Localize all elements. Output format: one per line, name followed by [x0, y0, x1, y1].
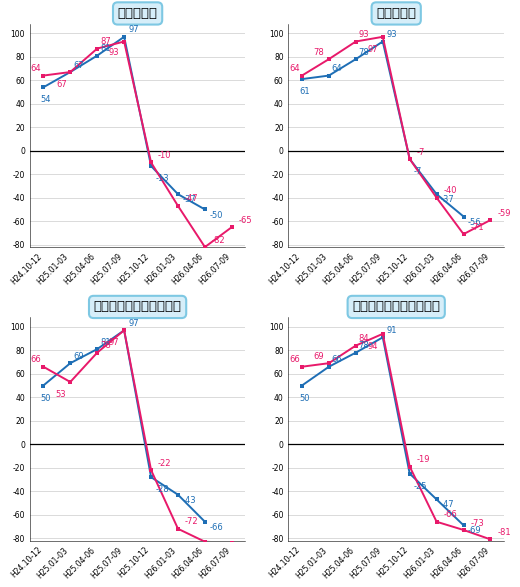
Text: 97: 97 — [109, 338, 120, 348]
Text: -19: -19 — [417, 455, 430, 464]
Text: 78: 78 — [359, 341, 369, 350]
Text: 91: 91 — [387, 326, 397, 335]
Text: 64: 64 — [31, 64, 42, 73]
Text: 78: 78 — [100, 341, 111, 350]
Text: -22: -22 — [158, 458, 172, 468]
Text: 67: 67 — [73, 60, 84, 70]
Text: -66: -66 — [209, 523, 223, 532]
Text: -82: -82 — [212, 235, 226, 245]
Text: -37: -37 — [182, 195, 196, 204]
Text: -47: -47 — [441, 501, 454, 510]
Text: -7: -7 — [414, 167, 422, 176]
Text: 50: 50 — [41, 393, 51, 403]
Text: 78: 78 — [359, 48, 369, 57]
Text: -65: -65 — [239, 215, 252, 225]
Text: 67: 67 — [56, 80, 67, 89]
Text: 94: 94 — [368, 342, 378, 351]
Text: -83: -83 — [0, 586, 1, 587]
Text: 78: 78 — [314, 48, 324, 57]
Text: 97: 97 — [128, 25, 139, 35]
Text: 66: 66 — [332, 355, 342, 365]
Text: -37: -37 — [441, 195, 454, 204]
Text: 50: 50 — [299, 393, 310, 403]
Text: -84: -84 — [0, 586, 1, 587]
Text: 93: 93 — [109, 48, 120, 57]
Text: -71: -71 — [471, 222, 484, 232]
Text: -69: -69 — [467, 527, 482, 535]
Text: 97: 97 — [128, 319, 139, 328]
Text: 81: 81 — [100, 338, 111, 347]
Title: 総受注金額: 総受注金額 — [376, 7, 416, 20]
Title: 戸建て注文住宅受注金額: 戸建て注文住宅受注金額 — [352, 301, 440, 313]
Text: -7: -7 — [417, 147, 425, 157]
Text: -72: -72 — [185, 517, 199, 527]
Text: 64: 64 — [290, 64, 300, 73]
Text: 69: 69 — [73, 352, 84, 361]
Text: -47: -47 — [185, 194, 199, 204]
Text: -81: -81 — [498, 528, 511, 537]
Text: -13: -13 — [155, 174, 169, 183]
Text: 53: 53 — [55, 390, 66, 399]
Text: 93: 93 — [387, 30, 397, 39]
Text: 64: 64 — [332, 64, 342, 73]
Text: -66: -66 — [444, 510, 457, 519]
Text: 87: 87 — [100, 37, 111, 46]
Text: -56: -56 — [467, 218, 482, 227]
Text: -25: -25 — [414, 481, 427, 491]
Text: -73: -73 — [471, 518, 484, 528]
Title: 戸建て注文住宅受注戸数: 戸建て注文住宅受注戸数 — [94, 301, 181, 313]
Text: 84: 84 — [359, 334, 369, 343]
Text: 66: 66 — [290, 355, 300, 365]
Text: -10: -10 — [158, 151, 172, 160]
Text: 66: 66 — [31, 355, 42, 365]
Text: 93: 93 — [359, 30, 369, 39]
Text: -50: -50 — [209, 211, 223, 220]
Text: 69: 69 — [314, 352, 324, 361]
Text: 61: 61 — [299, 87, 310, 96]
Text: -43: -43 — [182, 496, 196, 505]
Text: 97: 97 — [368, 45, 378, 54]
Text: -59: -59 — [498, 208, 511, 218]
Title: 総受注戸数: 総受注戸数 — [118, 7, 158, 20]
Text: 54: 54 — [41, 95, 51, 104]
Text: 81: 81 — [100, 44, 111, 53]
Text: -40: -40 — [444, 186, 457, 195]
Text: -28: -28 — [155, 485, 169, 494]
